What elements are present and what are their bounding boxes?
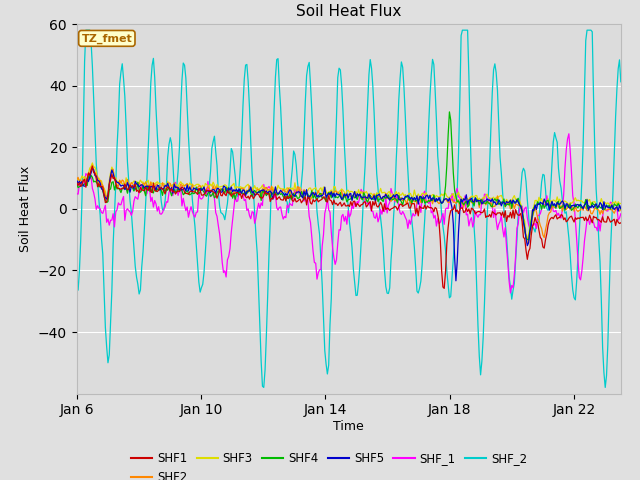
SHF3 — [92, 169, 100, 175]
SHF5 — [92, 173, 100, 179]
SHF_1 — [522, 204, 530, 210]
Line: SHF_2: SHF_2 — [77, 30, 621, 387]
SHF3 — [73, 178, 81, 183]
SHF3 — [343, 188, 351, 193]
SHF4 — [255, 189, 262, 194]
SHF_1 — [596, 228, 604, 234]
SHF5 — [73, 178, 81, 183]
Line: SHF5: SHF5 — [77, 168, 621, 281]
SHF3 — [317, 185, 324, 191]
SHF2 — [596, 211, 604, 217]
SHF_1 — [565, 131, 573, 137]
SHF3 — [256, 186, 264, 192]
SHF2 — [617, 206, 625, 212]
SHF_1 — [507, 290, 515, 296]
SHF1 — [343, 203, 351, 209]
SHF3 — [88, 160, 96, 166]
SHF1 — [317, 197, 324, 203]
Legend: SHF1, SHF2, SHF3, SHF4, SHF5, SHF_1, SHF_2: SHF1, SHF2, SHF3, SHF4, SHF5, SHF_1, SHF… — [126, 447, 532, 480]
Title: Soil Heat Flux: Soil Heat Flux — [296, 4, 401, 19]
SHF_2 — [524, 197, 531, 203]
SHF5 — [452, 278, 460, 284]
SHF_1 — [617, 211, 625, 216]
Line: SHF2: SHF2 — [77, 165, 621, 243]
X-axis label: Time: Time — [333, 420, 364, 433]
SHF_2 — [73, 287, 81, 292]
Line: SHF3: SHF3 — [77, 163, 621, 239]
SHF1 — [617, 220, 625, 226]
SHF1 — [73, 180, 81, 186]
SHF2 — [524, 240, 531, 246]
SHF3 — [524, 236, 531, 242]
SHF1 — [596, 218, 604, 224]
SHF_1 — [255, 201, 262, 206]
SHF1 — [88, 163, 96, 169]
SHF4 — [445, 109, 453, 115]
SHF_2 — [617, 79, 625, 84]
SHF5 — [524, 243, 531, 249]
SHF_2 — [260, 384, 268, 390]
SHF4 — [91, 178, 99, 184]
SHF1 — [440, 286, 448, 291]
SHF2 — [92, 172, 100, 178]
Y-axis label: Soil Heat Flux: Soil Heat Flux — [19, 166, 33, 252]
SHF2 — [317, 192, 324, 198]
SHF4 — [596, 204, 604, 210]
SHF3 — [596, 201, 604, 206]
SHF4 — [525, 237, 532, 243]
SHF_1 — [316, 267, 323, 273]
SHF2 — [522, 232, 530, 238]
SHF1 — [92, 176, 100, 181]
SHF_2 — [318, 282, 326, 288]
SHF5 — [88, 166, 96, 171]
SHF_1 — [91, 196, 99, 202]
SHF4 — [73, 181, 81, 187]
SHF_2 — [256, 321, 264, 326]
SHF4 — [617, 206, 625, 212]
SHF2 — [256, 188, 264, 193]
Line: SHF4: SHF4 — [77, 112, 621, 240]
SHF3 — [522, 232, 530, 238]
SHF5 — [256, 189, 264, 195]
Line: SHF1: SHF1 — [77, 166, 621, 288]
SHF2 — [343, 192, 351, 198]
SHF_2 — [344, 204, 352, 209]
Text: TZ_fmet: TZ_fmet — [81, 33, 132, 44]
SHF4 — [522, 236, 530, 241]
Line: SHF_1: SHF_1 — [77, 134, 621, 293]
SHF_2 — [82, 27, 90, 33]
SHF2 — [88, 162, 96, 168]
SHF5 — [617, 205, 625, 211]
SHF4 — [342, 194, 349, 200]
SHF_2 — [596, 259, 604, 264]
SHF5 — [596, 200, 604, 205]
SHF4 — [316, 191, 323, 197]
SHF1 — [524, 256, 531, 262]
SHF3 — [617, 201, 625, 206]
SHF5 — [317, 192, 324, 198]
SHF_2 — [92, 161, 100, 167]
SHF5 — [343, 191, 351, 197]
SHF2 — [73, 177, 81, 182]
SHF_1 — [73, 191, 81, 196]
SHF_1 — [342, 214, 349, 219]
SHF1 — [256, 194, 264, 200]
